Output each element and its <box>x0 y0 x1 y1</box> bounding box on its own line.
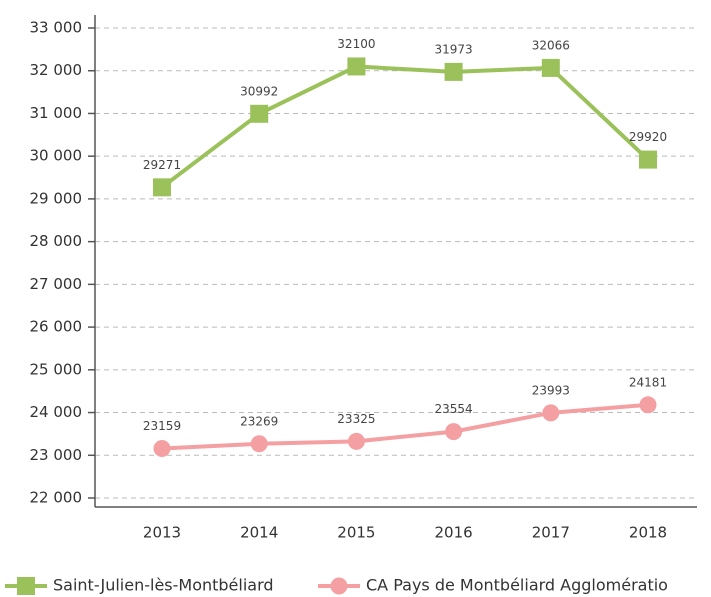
legend-label: CA Pays de Montbéliard Agglomératio <box>366 576 668 595</box>
y-tick-label: 33 000 <box>30 19 83 37</box>
value-label: 24181 <box>629 375 667 389</box>
point <box>444 62 463 81</box>
y-tick-label: 26 000 <box>30 318 83 336</box>
value-label: 23269 <box>240 414 278 428</box>
value-label: 32100 <box>337 37 375 51</box>
point <box>639 396 657 414</box>
x-tick-label: 2016 <box>435 524 473 542</box>
y-tick-label: 27 000 <box>30 275 83 293</box>
point <box>347 57 366 76</box>
y-tick-label: 30 000 <box>30 147 83 165</box>
y-tick-label: 31 000 <box>30 104 83 122</box>
y-tick-label: 22 000 <box>30 489 83 507</box>
value-label: 32066 <box>532 38 570 52</box>
x-tick-label: 2015 <box>337 524 375 542</box>
value-label: 23325 <box>337 412 375 426</box>
y-tick-label: 23 000 <box>30 446 83 464</box>
point <box>445 423 463 441</box>
legend-marker <box>17 577 35 595</box>
point <box>250 104 269 123</box>
legend-label: Saint-Julien-lès-Montbéliard <box>53 576 274 595</box>
point <box>250 435 268 453</box>
point <box>639 150 657 169</box>
value-label: 23993 <box>532 383 570 397</box>
legend-marker <box>330 577 348 595</box>
value-label: 29920 <box>629 130 667 144</box>
x-tick-label: 2014 <box>240 524 278 542</box>
point <box>541 58 560 77</box>
line <box>160 64 650 189</box>
y-tick-label: 29 000 <box>30 189 83 207</box>
y-tick-label: 28 000 <box>30 232 83 250</box>
point <box>153 439 171 457</box>
y-tick-label: 24 000 <box>30 403 83 421</box>
y-tick-label: 25 000 <box>30 360 83 378</box>
value-label: 23554 <box>435 402 473 416</box>
x-tick-label: 2017 <box>532 524 570 542</box>
y-tick-label: 32 000 <box>30 61 83 79</box>
point <box>153 178 171 197</box>
value-label: 30992 <box>240 84 278 98</box>
point <box>347 432 365 450</box>
value-label: 31973 <box>435 42 473 56</box>
x-tick-label: 2013 <box>143 524 181 542</box>
line <box>161 402 649 451</box>
point <box>542 404 560 422</box>
x-tick-label: 2018 <box>629 524 667 542</box>
value-label: 29271 <box>143 158 181 172</box>
value-label: 23159 <box>143 419 181 433</box>
